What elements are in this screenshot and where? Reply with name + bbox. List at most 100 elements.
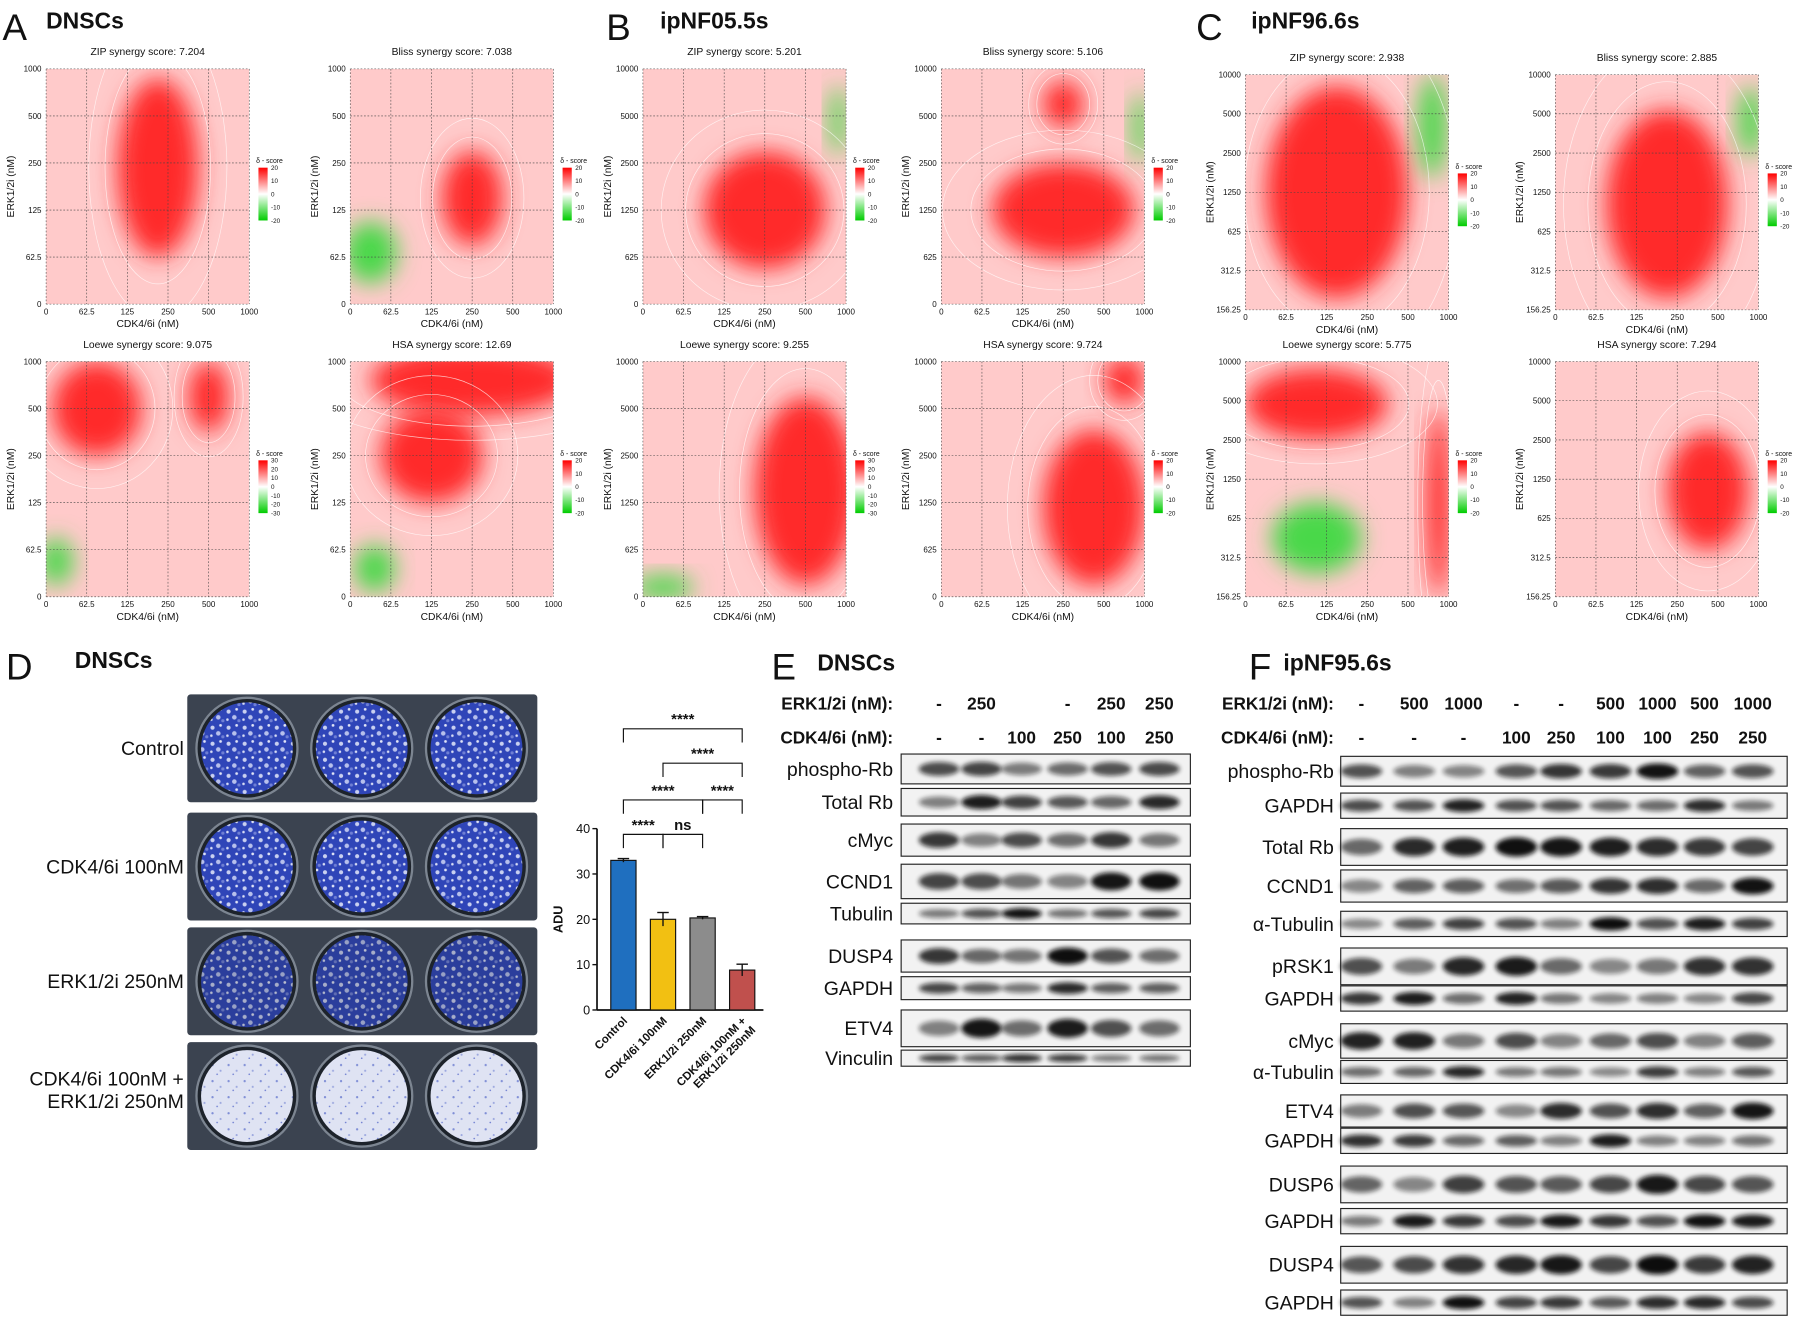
contour	[350, 422, 554, 441]
band	[1731, 1033, 1774, 1049]
band	[1683, 799, 1726, 812]
band	[961, 1054, 1002, 1062]
band	[1047, 795, 1088, 809]
band	[1636, 1174, 1679, 1194]
legend-tick: 20	[1166, 165, 1174, 172]
legend-tick: 0	[271, 484, 275, 491]
band	[1589, 1067, 1632, 1077]
legend-tick: -20	[575, 218, 585, 225]
band	[1636, 1296, 1679, 1309]
contour	[1007, 375, 1145, 597]
legend-tick: 0	[868, 191, 872, 198]
y-axis-label: ERK1/2i (nM)	[1205, 161, 1216, 223]
band	[1139, 872, 1180, 891]
band	[1442, 1175, 1485, 1194]
y-tick-label: 5000	[919, 404, 937, 413]
band	[961, 795, 1002, 810]
condition-value: 1000	[1444, 693, 1482, 713]
panel-letter: B	[606, 7, 631, 48]
protein-label: phospho-Rb	[1228, 761, 1334, 783]
significance-bracket	[662, 833, 704, 849]
panel-title: DNSCs	[75, 647, 153, 673]
band	[1636, 1102, 1679, 1119]
x-axis-label: CDK4/6i (nM)	[713, 612, 775, 623]
band	[1683, 1135, 1726, 1147]
band	[1731, 992, 1774, 1005]
band	[1683, 1067, 1726, 1077]
y-tick-label: 10000	[1219, 357, 1242, 366]
condition-value: 250	[967, 693, 996, 713]
band	[1340, 1134, 1383, 1148]
band	[1683, 1033, 1726, 1049]
significance-label: ****	[711, 782, 734, 799]
contour	[1417, 361, 1449, 597]
synergy-hotspot	[1245, 368, 1388, 440]
contour	[1027, 406, 1145, 597]
legend-bar	[562, 167, 572, 221]
well	[201, 935, 293, 1028]
band	[1540, 1255, 1582, 1275]
band	[1731, 957, 1774, 976]
legend-bar	[258, 460, 268, 514]
band	[1589, 1175, 1632, 1194]
band	[961, 761, 1002, 777]
y-tick-label: 0	[634, 593, 639, 602]
condition-value: 1000	[1734, 693, 1772, 713]
legend-tick: 20	[575, 458, 583, 465]
protein-label: ETV4	[844, 1018, 893, 1040]
y-axis-label: ERK1/2i (nM)	[310, 448, 321, 510]
map-title: Loewe synergy score: 9.255	[680, 340, 809, 351]
y-tick-label: 20	[576, 913, 590, 927]
protein-label: DUSP6	[1269, 1174, 1334, 1196]
y-tick-label: 625	[625, 546, 639, 555]
band	[1442, 765, 1485, 778]
band	[1139, 761, 1180, 776]
band	[1731, 1176, 1774, 1193]
x-tick-label: 62.5	[974, 307, 990, 316]
legend-tick: 20	[868, 466, 876, 473]
y-tick-label: 1250	[1533, 188, 1551, 197]
y-tick-label: 1250	[620, 206, 638, 215]
band	[1589, 1214, 1632, 1228]
heatmap	[642, 361, 847, 597]
protein-label: DUSP4	[828, 946, 893, 968]
map-title: ZIP synergy score: 5.201	[687, 47, 802, 58]
contour	[1245, 361, 1410, 451]
map-title: HSA synergy score: 9.724	[983, 340, 1102, 351]
legend-bar	[1153, 460, 1163, 514]
band	[1683, 1296, 1726, 1309]
band	[1495, 1032, 1538, 1049]
x-tick-label: 1000	[1750, 600, 1768, 609]
synergy-hotspot	[52, 361, 142, 456]
band	[1340, 957, 1383, 975]
legend-bar	[855, 460, 865, 514]
y-tick-label: 0	[37, 593, 42, 602]
x-tick-label: 0	[939, 600, 944, 609]
x-tick-label: 500	[1401, 600, 1415, 609]
treatment-label: CDK4/6i 100nM	[46, 856, 184, 878]
band	[1393, 1032, 1436, 1050]
y-tick-label: 1250	[1223, 188, 1241, 197]
y-tick-label: 1250	[1223, 475, 1241, 484]
legend-tick: -10	[1780, 210, 1790, 217]
synergy-map: Loewe synergy score: 9.255 0 62.5 125 250 500…	[603, 340, 880, 623]
band	[918, 909, 960, 918]
band	[1340, 764, 1383, 779]
band	[1139, 1054, 1180, 1062]
legend-title: δ - score	[1765, 451, 1792, 458]
legend-tick: 20	[1470, 171, 1478, 178]
x-tick-label: 500	[202, 307, 216, 316]
legend-tick: -10	[271, 493, 281, 500]
x-tick-label: Control	[593, 1015, 630, 1052]
x-tick-label: 250	[161, 600, 175, 609]
legend-tick: 10	[575, 178, 583, 185]
band	[1047, 982, 1088, 994]
x-tick-label: 250	[1671, 313, 1685, 322]
y-tick-label: 5000	[620, 404, 638, 413]
band	[1393, 1297, 1436, 1308]
band	[1636, 1215, 1679, 1227]
well	[201, 820, 293, 913]
x-tick-label: 1000	[544, 600, 562, 609]
contour	[1654, 414, 1759, 568]
x-tick-label: 250	[758, 600, 772, 609]
